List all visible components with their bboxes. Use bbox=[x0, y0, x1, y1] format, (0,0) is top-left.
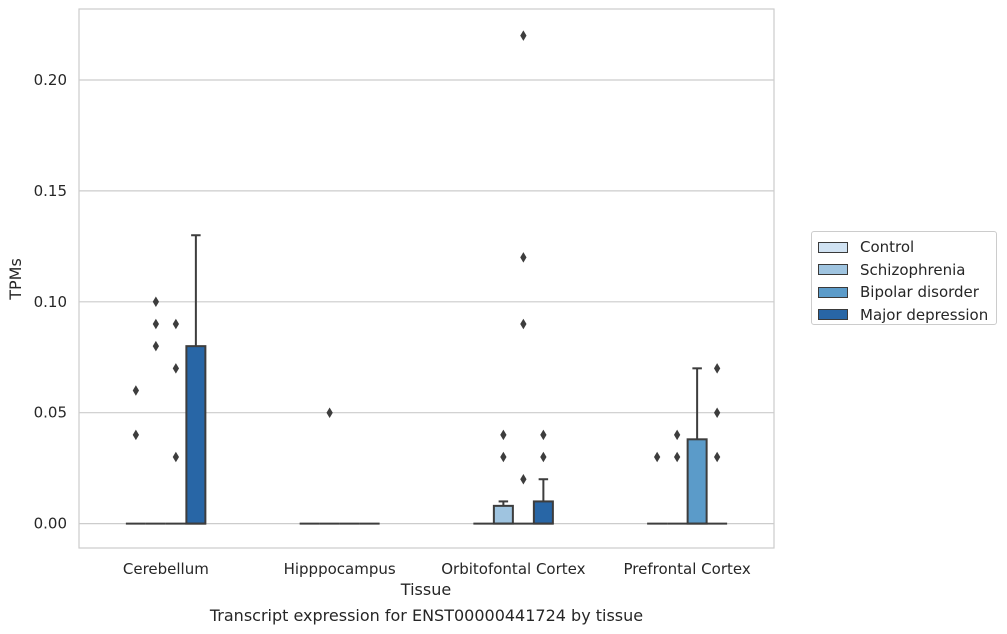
box-schizophrenia bbox=[319, 407, 340, 525]
outlier-point bbox=[132, 385, 140, 396]
x-axis-label: Tissue bbox=[400, 580, 451, 599]
legend-label: Control bbox=[860, 238, 915, 257]
y-tick-label: 0.05 bbox=[34, 404, 67, 422]
chart-title: Transcript expression for ENST0000044172… bbox=[209, 606, 644, 625]
legend-item: Schizophrenia bbox=[818, 259, 996, 282]
x-tick-label: Hipppocampus bbox=[284, 560, 396, 578]
legend-item: Control bbox=[818, 236, 996, 259]
outlier-point bbox=[673, 451, 681, 463]
box-control bbox=[125, 385, 146, 525]
box-bipolar-disorder bbox=[686, 367, 708, 525]
legend-swatch bbox=[818, 241, 848, 253]
outlier-point bbox=[500, 451, 507, 463]
outlier-point bbox=[326, 407, 333, 418]
box-bipolar-disorder bbox=[513, 30, 534, 525]
box-bipolar-disorder bbox=[165, 318, 186, 525]
y-tick-labels: 0.00 0.05 0.10 0.15 0.20 bbox=[34, 71, 67, 533]
box-schizophrenia bbox=[492, 429, 514, 525]
outlier-point bbox=[520, 30, 527, 41]
x-tick-label: Cerebellum bbox=[123, 560, 209, 578]
box-schizophrenia bbox=[145, 296, 166, 525]
outlier-point bbox=[653, 451, 661, 463]
legend-swatch bbox=[818, 309, 848, 321]
outlier-point bbox=[520, 318, 527, 330]
legend: Control Schizophrenia Bipolar disorder Majo… bbox=[811, 231, 997, 325]
outlier-point bbox=[500, 429, 507, 441]
legend-item: Bipolar disorder bbox=[818, 281, 996, 304]
outlier-point bbox=[172, 451, 180, 463]
outlier-point bbox=[713, 363, 721, 374]
boxes bbox=[125, 30, 728, 525]
box-major-depression bbox=[532, 429, 554, 525]
box-major-depression bbox=[185, 234, 207, 525]
outlier-point bbox=[172, 363, 180, 374]
legend-label: Bipolar disorder bbox=[860, 283, 979, 302]
outlier-point bbox=[713, 451, 721, 463]
box-body bbox=[686, 438, 708, 525]
box-body bbox=[185, 345, 207, 525]
legend-label: Schizophrenia bbox=[860, 260, 966, 279]
legend-label: Major depression bbox=[860, 305, 989, 324]
x-tick-label: Prefrontal Cortex bbox=[624, 560, 751, 578]
x-tick-labels: Cerebellum Hipppocampus Orbitofontal Corte… bbox=[123, 560, 751, 578]
legend-item: Major depression bbox=[818, 304, 996, 327]
outlier-point bbox=[540, 451, 547, 463]
plot-area bbox=[78, 8, 775, 549]
outlier-point bbox=[540, 429, 547, 441]
outlier-point bbox=[152, 340, 160, 352]
y-tick-label: 0.15 bbox=[34, 182, 67, 200]
y-tick-label: 0.10 bbox=[34, 293, 67, 311]
grid-lines bbox=[79, 79, 774, 525]
y-axis-label: TPMs bbox=[6, 258, 25, 301]
outlier-point bbox=[152, 318, 160, 330]
outlier-point bbox=[152, 296, 160, 308]
y-tick-label: 0.00 bbox=[34, 515, 67, 533]
y-tick-label: 0.20 bbox=[34, 71, 67, 89]
outlier-point bbox=[520, 473, 527, 485]
box-control bbox=[647, 451, 668, 525]
box-major-depression bbox=[707, 363, 728, 525]
outlier-point bbox=[172, 318, 180, 330]
box-body bbox=[492, 504, 514, 525]
legend-swatch bbox=[818, 264, 848, 276]
outlier-point bbox=[713, 407, 721, 418]
outlier-point bbox=[132, 429, 140, 441]
legend-swatch bbox=[818, 286, 848, 298]
box-body bbox=[532, 500, 554, 525]
outlier-point bbox=[673, 429, 681, 441]
outlier-point bbox=[520, 252, 527, 263]
box-schizophrenia bbox=[667, 429, 688, 525]
x-tick-label: Orbitofontal Cortex bbox=[441, 560, 585, 578]
